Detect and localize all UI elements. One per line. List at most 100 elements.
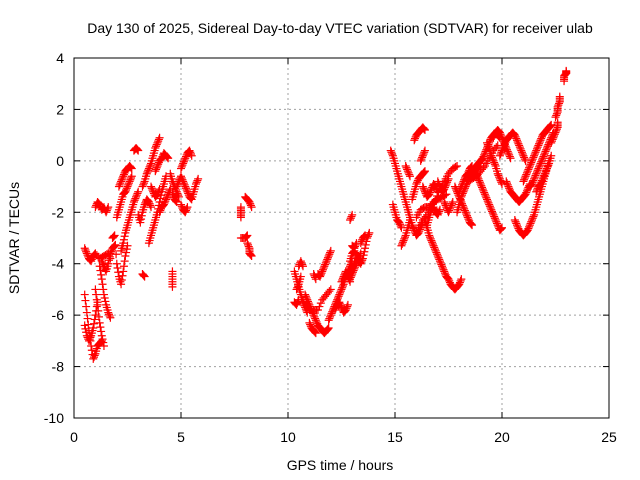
data-point — [515, 143, 524, 152]
data-point — [490, 214, 499, 223]
data-point — [495, 173, 504, 182]
data-point — [483, 195, 492, 204]
data-point — [525, 222, 534, 231]
data-point — [493, 221, 502, 230]
data-point — [420, 186, 429, 194]
data-point — [489, 210, 498, 219]
data-point — [172, 186, 181, 194]
data-point — [440, 267, 449, 276]
data-point — [467, 220, 476, 229]
data-point — [489, 133, 498, 142]
x-tick-label: 15 — [387, 429, 403, 445]
data-point — [419, 124, 428, 133]
data-point — [174, 191, 183, 200]
data-point — [360, 232, 369, 241]
data-point — [466, 219, 475, 228]
data-point — [80, 321, 89, 330]
data-point — [324, 324, 333, 332]
data-point — [514, 139, 523, 148]
data-point — [419, 168, 428, 177]
data-point — [522, 186, 531, 195]
data-point — [95, 318, 104, 327]
data-point — [104, 308, 113, 317]
data-point — [395, 218, 404, 227]
data-point — [316, 272, 325, 281]
data-point — [497, 132, 506, 140]
x-tick-label: 0 — [70, 429, 78, 445]
data-point — [346, 214, 355, 223]
data-point — [153, 162, 162, 170]
data-point — [85, 335, 94, 344]
data-point — [544, 161, 553, 170]
data-point — [179, 157, 188, 166]
data-point — [429, 203, 438, 212]
y-tick-label: -10 — [44, 410, 64, 426]
data-point — [177, 174, 186, 182]
data-point — [361, 244, 370, 253]
data-point — [443, 178, 452, 187]
data-point — [139, 270, 148, 279]
data-point — [427, 236, 436, 245]
data-point — [458, 179, 467, 188]
data-point — [542, 164, 551, 173]
data-point — [318, 265, 327, 274]
data-point — [398, 240, 407, 248]
data-point — [525, 162, 534, 170]
data-point — [292, 300, 301, 309]
data-point — [337, 285, 346, 294]
data-point — [98, 258, 107, 267]
data-point — [522, 170, 531, 179]
data-point — [479, 186, 488, 195]
data-point — [156, 206, 165, 215]
data-point — [114, 268, 123, 277]
data-point — [347, 212, 356, 221]
data-point — [293, 297, 302, 306]
data-point — [448, 199, 457, 208]
data-point — [401, 162, 410, 170]
data-point — [464, 215, 473, 224]
data-point — [435, 205, 444, 214]
data-point — [400, 233, 409, 242]
data-point — [173, 180, 182, 189]
data-point — [510, 216, 519, 224]
data-point — [555, 99, 564, 108]
data-point — [246, 199, 255, 208]
data-point — [481, 147, 490, 156]
data-point — [356, 259, 365, 268]
data-point — [134, 146, 143, 155]
data-point — [127, 163, 136, 172]
data-point — [487, 151, 496, 160]
x-tick-label: 10 — [280, 429, 296, 445]
data-point — [505, 150, 514, 159]
data-point — [398, 238, 407, 247]
data-point — [539, 152, 548, 161]
data-point — [119, 267, 128, 276]
data-point — [313, 306, 322, 314]
data-point — [433, 250, 442, 259]
data-point — [488, 209, 497, 218]
data-point — [480, 188, 489, 197]
data-point — [177, 162, 186, 171]
data-point — [247, 252, 256, 260]
data-point — [323, 325, 332, 334]
data-point — [247, 203, 256, 212]
data-point — [511, 217, 520, 226]
y-tick-label: -6 — [52, 307, 65, 323]
data-point — [498, 180, 506, 188]
data-point — [410, 226, 419, 235]
data-point — [491, 216, 500, 224]
data-point — [455, 280, 464, 289]
data-point — [109, 233, 118, 242]
data-point — [297, 258, 306, 267]
data-point — [326, 311, 335, 320]
data-point — [553, 102, 562, 111]
data-point — [117, 175, 126, 184]
data-point — [118, 174, 127, 182]
data-point — [532, 144, 541, 153]
data-point — [298, 262, 307, 271]
data-point — [513, 222, 522, 231]
data-point — [412, 180, 421, 188]
data-point — [445, 206, 454, 215]
data-point — [532, 169, 541, 178]
data-point — [399, 236, 408, 245]
